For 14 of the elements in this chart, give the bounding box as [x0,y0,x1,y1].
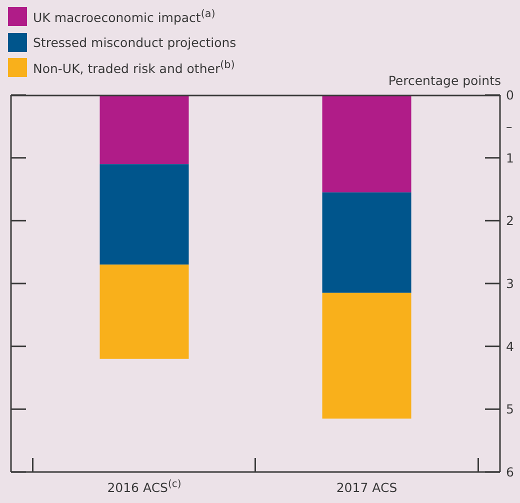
y-tick-label: 2 [506,213,514,228]
y-tick-label: 6 [506,464,514,480]
legend-label: UK macroeconomic impact$^{(a)}$ [33,8,216,26]
y-tick-label: 4 [506,338,514,354]
y-tick-label: – [506,118,512,134]
y-tick-label: 5 [506,402,514,417]
y-tick-label: 0 [506,88,514,102]
x-tick-label: 2016 ACS$^{(c)}$ [107,478,182,495]
x-tick-label: 2017 ACS [336,480,398,495]
y-axis-title: Percentage points [388,73,501,88]
y-tick-label: 3 [506,276,514,291]
y-tick-label: 1 [506,150,514,166]
legend-label: Non-UK, traded risk and other$^{(b)}$ [33,59,235,76]
legend-label: Stressed misconduct projections [33,34,236,50]
